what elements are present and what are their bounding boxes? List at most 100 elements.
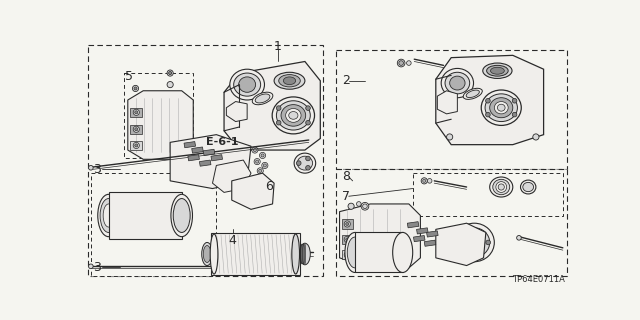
Ellipse shape <box>450 76 465 90</box>
Circle shape <box>348 203 354 209</box>
Circle shape <box>363 204 367 209</box>
Ellipse shape <box>284 77 296 84</box>
Circle shape <box>296 161 301 165</box>
Polygon shape <box>200 160 211 166</box>
Ellipse shape <box>272 97 314 134</box>
Text: 4: 4 <box>228 234 236 247</box>
Circle shape <box>346 238 349 241</box>
Circle shape <box>428 179 432 183</box>
Circle shape <box>140 106 147 112</box>
Ellipse shape <box>297 156 312 170</box>
Ellipse shape <box>210 234 218 274</box>
Circle shape <box>135 144 138 147</box>
Bar <box>336 50 566 169</box>
Ellipse shape <box>294 153 316 173</box>
Text: 2: 2 <box>342 74 349 87</box>
Circle shape <box>512 99 517 103</box>
Bar <box>336 169 566 276</box>
Bar <box>355 232 403 273</box>
Circle shape <box>88 264 93 268</box>
Circle shape <box>276 120 281 125</box>
Circle shape <box>133 126 140 132</box>
Bar <box>413 173 563 215</box>
Ellipse shape <box>279 75 300 87</box>
Polygon shape <box>224 61 320 150</box>
Polygon shape <box>413 236 425 242</box>
Circle shape <box>306 156 310 161</box>
Ellipse shape <box>463 88 483 100</box>
Text: 3: 3 <box>93 260 101 274</box>
Circle shape <box>184 156 189 160</box>
Ellipse shape <box>481 90 521 125</box>
Polygon shape <box>340 204 420 268</box>
Polygon shape <box>227 101 247 122</box>
Circle shape <box>136 95 143 102</box>
Polygon shape <box>128 91 193 159</box>
Circle shape <box>252 147 258 153</box>
Bar <box>211 233 300 275</box>
Polygon shape <box>436 223 486 266</box>
Ellipse shape <box>459 228 490 257</box>
Bar <box>130 141 141 150</box>
Polygon shape <box>212 160 251 192</box>
Circle shape <box>133 109 140 116</box>
Ellipse shape <box>454 223 494 262</box>
Ellipse shape <box>486 65 508 76</box>
Ellipse shape <box>285 108 301 122</box>
Bar <box>124 73 193 158</box>
Polygon shape <box>437 91 458 114</box>
Circle shape <box>254 158 260 165</box>
Polygon shape <box>232 173 274 209</box>
Bar <box>88 44 323 276</box>
Polygon shape <box>188 155 200 161</box>
Circle shape <box>135 128 138 131</box>
Ellipse shape <box>523 182 534 192</box>
Ellipse shape <box>239 77 255 92</box>
Ellipse shape <box>483 63 512 78</box>
Circle shape <box>259 152 266 158</box>
Ellipse shape <box>490 177 513 197</box>
Circle shape <box>168 71 172 75</box>
Circle shape <box>132 85 139 92</box>
Polygon shape <box>211 155 223 161</box>
Ellipse shape <box>252 92 273 105</box>
Bar <box>130 108 141 117</box>
Circle shape <box>213 156 218 160</box>
Circle shape <box>88 165 93 170</box>
Circle shape <box>346 222 349 226</box>
Ellipse shape <box>348 237 363 268</box>
Ellipse shape <box>292 234 300 274</box>
Ellipse shape <box>230 69 264 100</box>
Circle shape <box>135 111 138 114</box>
Circle shape <box>516 236 521 240</box>
Circle shape <box>257 168 263 174</box>
Circle shape <box>486 240 490 245</box>
Ellipse shape <box>171 194 193 237</box>
Ellipse shape <box>345 232 365 273</box>
Circle shape <box>356 202 361 206</box>
Circle shape <box>198 142 204 147</box>
Circle shape <box>361 203 369 210</box>
Circle shape <box>397 59 405 67</box>
Circle shape <box>134 87 137 90</box>
Circle shape <box>167 82 173 88</box>
Ellipse shape <box>255 94 270 103</box>
Circle shape <box>220 264 224 268</box>
Circle shape <box>422 179 426 182</box>
Text: 8: 8 <box>342 171 350 183</box>
Circle shape <box>259 169 262 172</box>
Polygon shape <box>170 135 251 188</box>
Ellipse shape <box>468 237 481 248</box>
Ellipse shape <box>493 179 509 195</box>
Ellipse shape <box>298 244 300 264</box>
Ellipse shape <box>289 112 298 119</box>
Polygon shape <box>424 240 436 246</box>
Polygon shape <box>417 228 428 234</box>
Circle shape <box>486 99 490 103</box>
Ellipse shape <box>234 73 260 96</box>
Circle shape <box>198 169 204 173</box>
Circle shape <box>137 96 141 101</box>
Circle shape <box>486 112 490 117</box>
Circle shape <box>261 154 264 157</box>
Ellipse shape <box>204 245 211 262</box>
